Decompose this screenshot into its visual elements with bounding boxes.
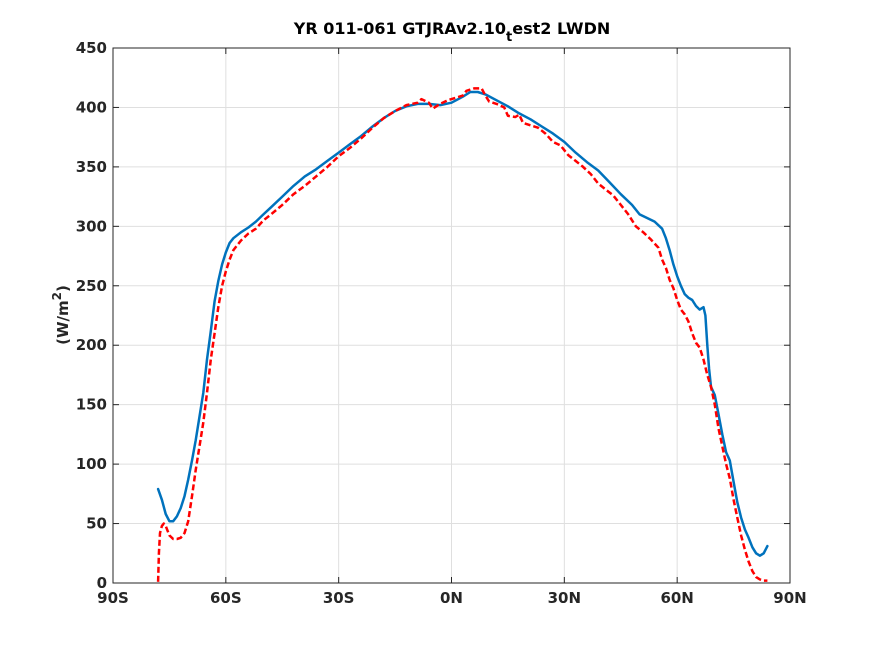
series-line-2 [156, 87, 768, 582]
x-tick-label: 60N [660, 589, 693, 607]
y-tick-label: 250 [76, 277, 107, 295]
x-tick-label: 30S [323, 589, 355, 607]
y-tick-label: 300 [76, 217, 107, 235]
chart-title: YR 011-061 GTJRAv2.10test2 LWDN [293, 19, 610, 45]
series-layer [156, 87, 769, 582]
x-tick-label: 90S [97, 589, 129, 607]
tick-marks [112, 47, 791, 584]
y-tick-label: 200 [76, 336, 107, 354]
y-tick-label: 350 [76, 158, 107, 176]
y-tick-label: 400 [76, 98, 107, 116]
x-tick-label: 60S [210, 589, 242, 607]
y-tick-label: 50 [86, 515, 107, 533]
x-tick-label: 0N [440, 589, 463, 607]
y-tick-label: 100 [76, 455, 107, 473]
y-tick-label: 0 [97, 574, 107, 592]
y-axis-label: (W/m2) [50, 285, 72, 345]
y-tick-label: 450 [76, 39, 107, 57]
x-tick-label: 90N [773, 589, 806, 607]
tick-labels: 90S 60S 30S 0N 30N 60N 90N 0 50 100 150 200 250 300 35… [76, 39, 807, 607]
x-tick-label: 30N [548, 589, 581, 607]
y-tick-label: 150 [76, 396, 107, 414]
